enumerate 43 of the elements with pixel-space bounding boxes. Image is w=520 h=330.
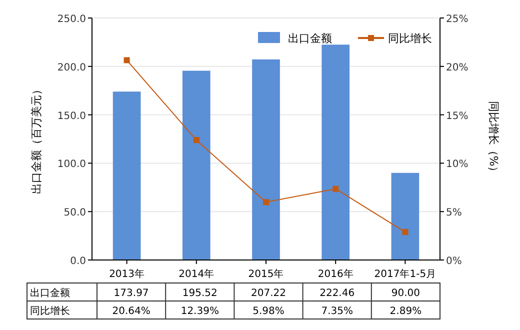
y-tick-label: 200.0: [57, 62, 86, 74]
data-label: 20.64%: [112, 306, 150, 317]
y-tick-label: 0.0: [70, 256, 86, 267]
data-label: 207.22: [251, 288, 286, 299]
y2-tick-label: 25%: [446, 14, 468, 25]
data-label: 5.98%: [252, 306, 284, 317]
y-tick-label: 250.0: [57, 14, 86, 25]
data-label: 222.46: [320, 288, 355, 299]
y-tick-label: 150.0: [57, 110, 86, 122]
x-tick-label: 2013年: [109, 268, 145, 280]
data-label: 12.39%: [180, 306, 219, 317]
x-tick-label: 2016年: [318, 268, 354, 280]
y2-tick-label: 0%: [446, 256, 462, 267]
y-tick-label: 100.0: [57, 159, 86, 170]
x-tick-label: 2015年: [248, 268, 284, 280]
data-label: 173.97: [114, 288, 149, 299]
y2-tick-label: 10%: [446, 159, 468, 170]
y2-tick-label: 15%: [446, 110, 468, 122]
x-tick-label: 2017年1-5月: [374, 268, 436, 280]
point: [193, 137, 200, 144]
point: [332, 186, 339, 192]
point: [124, 57, 130, 64]
y2-tick-label: 5%: [446, 208, 462, 219]
y-axis-title: 出口金额（百万美元）: [30, 84, 43, 194]
x-tick-label: 2014年: [178, 268, 214, 280]
text: 出口金额: [30, 288, 70, 299]
data-label: 195.52: [182, 288, 218, 299]
point: [263, 199, 269, 206]
y2-tick-label: 20%: [446, 62, 468, 74]
legend-label: 同比增长: [388, 32, 432, 45]
point: [402, 229, 408, 236]
bar: [112, 92, 141, 260]
text: 同比增长: [30, 306, 70, 317]
legend-label: 出口金额: [288, 32, 332, 45]
bar: [252, 59, 280, 260]
data-label: 7.35%: [321, 306, 353, 317]
bar: [182, 70, 210, 260]
bar: [322, 44, 350, 260]
y-tick-label: 50.0: [64, 208, 86, 219]
data-label: 2.89%: [390, 306, 422, 317]
data-label: 90.00: [391, 288, 420, 299]
bar: [391, 172, 420, 260]
y2-axis-title: 同比增长（%）: [487, 100, 500, 178]
